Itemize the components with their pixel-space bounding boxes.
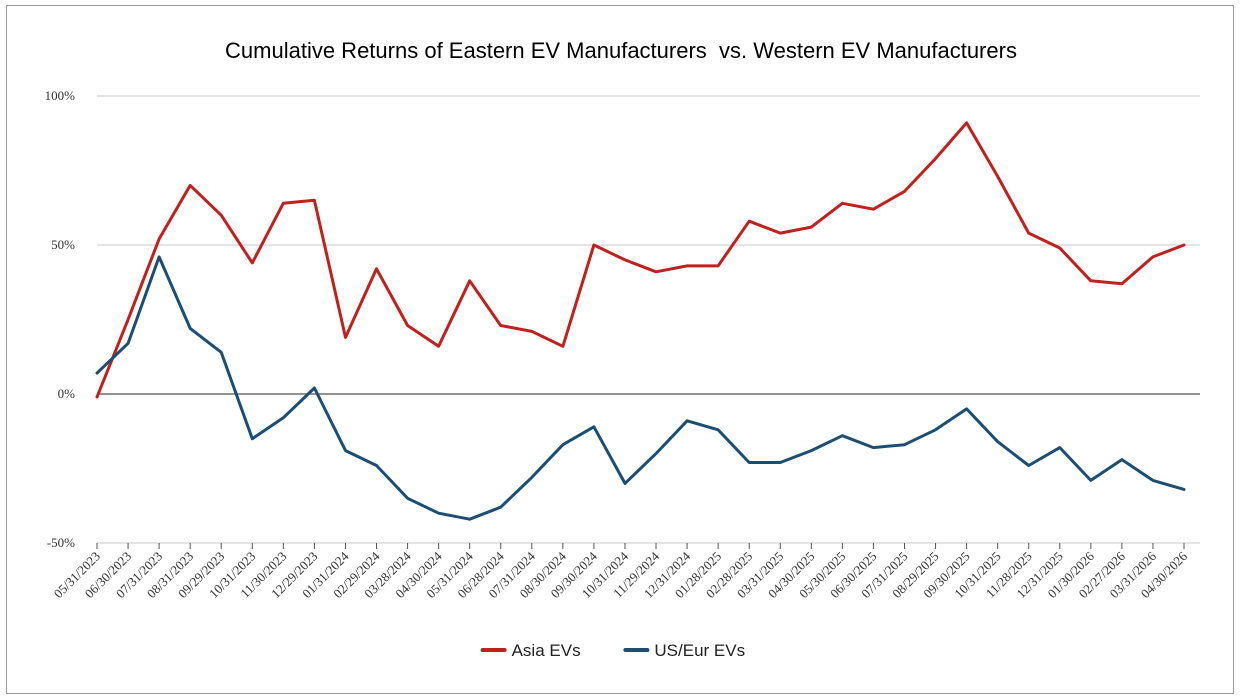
- legend-label: US/Eur EVs: [654, 641, 745, 660]
- series-line-asia-evs: [95, 121, 1186, 399]
- chart-title: Cumulative Returns of Eastern EV Manufac…: [225, 38, 1017, 63]
- legend-label: Asia EVs: [512, 641, 581, 660]
- y-tick-label: 50%: [51, 237, 75, 252]
- y-tick-label: 100%: [45, 88, 76, 103]
- chart-frame: [6, 5, 1234, 694]
- series-lines: [95, 121, 1186, 521]
- x-axis: 05/31/202306/30/202307/31/202308/31/2023…: [51, 543, 1190, 601]
- series-line-us-eur-evs: [95, 255, 1186, 521]
- y-tick-label: 0%: [58, 386, 76, 401]
- y-tick-label: -50%: [47, 535, 75, 550]
- legend: Asia EVs US/Eur EVs: [480, 641, 745, 660]
- gridlines: [97, 95, 1200, 544]
- y-axis-ticks: 100% 50% 0% -50%: [45, 88, 76, 550]
